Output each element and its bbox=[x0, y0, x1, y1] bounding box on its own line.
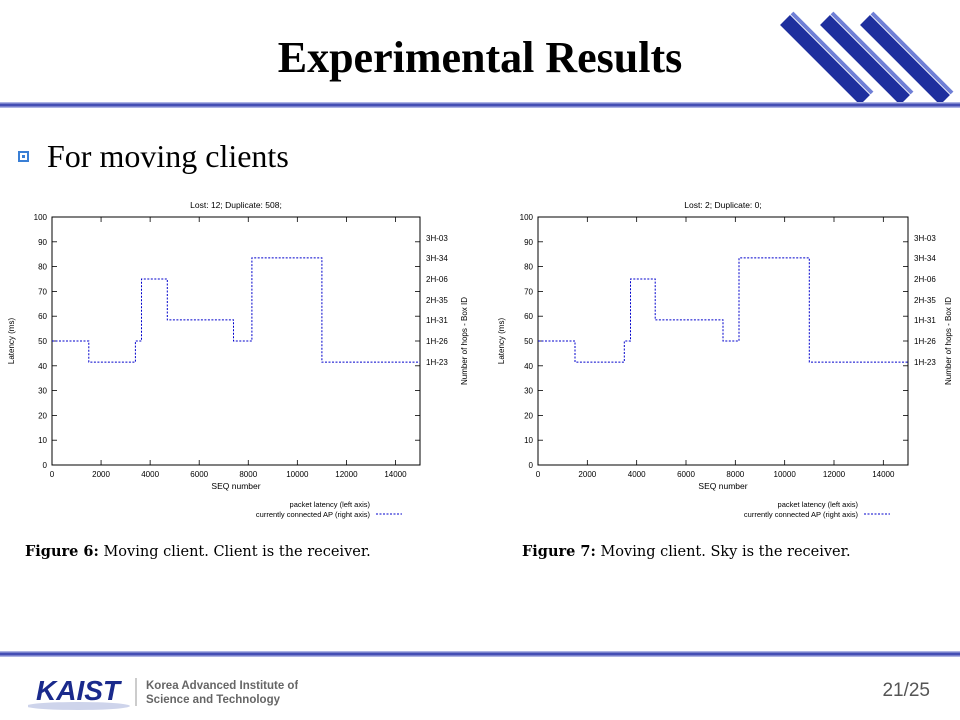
figure-6-caption: Figure 6: Moving client. Client is the r… bbox=[25, 543, 371, 560]
x-tick-label: 6000 bbox=[190, 470, 208, 479]
y2-tick-label: 3H-34 bbox=[426, 254, 448, 263]
figure-7-caption: Figure 7: Moving client. Sky is the rece… bbox=[522, 543, 851, 560]
y2-tick-label: 2H-06 bbox=[914, 275, 936, 284]
caption-text: Moving client. Client is the receiver. bbox=[103, 544, 371, 560]
y-tick-label: 40 bbox=[38, 362, 47, 371]
y-tick-label: 60 bbox=[38, 312, 47, 321]
y-tick-label: 50 bbox=[524, 337, 533, 346]
y-axis-label: Latency (ms) bbox=[7, 318, 16, 365]
y2-tick-label: 1H-26 bbox=[426, 337, 448, 346]
y2-tick-label: 1H-31 bbox=[914, 316, 936, 325]
y-tick-label: 0 bbox=[43, 461, 48, 470]
title-underline bbox=[0, 102, 960, 108]
x-axis-label: SEQ number bbox=[698, 481, 747, 491]
svg-text:Science and Technology: Science and Technology bbox=[146, 694, 281, 706]
y2-tick-label: 2H-35 bbox=[426, 296, 448, 305]
svg-text:Korea Advanced Institute of: Korea Advanced Institute of bbox=[146, 680, 298, 692]
y-tick-label: 10 bbox=[38, 436, 47, 445]
y2-tick-label: 3H-03 bbox=[426, 234, 448, 243]
legend-entry: currently connected AP (right axis) bbox=[256, 510, 371, 519]
x-axis-label: SEQ number bbox=[211, 481, 260, 491]
y2-tick-label: 1H-23 bbox=[914, 358, 936, 367]
legend-entry: packet latency (left axis) bbox=[290, 500, 371, 509]
x-tick-label: 0 bbox=[536, 470, 541, 479]
y-tick-label: 30 bbox=[524, 387, 533, 396]
slide-title: Experimental Results bbox=[277, 33, 683, 82]
x-tick-label: 6000 bbox=[677, 470, 695, 479]
y2-tick-label: 3H-03 bbox=[914, 234, 936, 243]
y-axis-label: Latency (ms) bbox=[497, 318, 506, 365]
svg-text:KAIST: KAIST bbox=[36, 675, 123, 706]
kaist-logo: KAIST Korea Advanced Institute of Scienc… bbox=[28, 675, 298, 710]
y-tick-label: 20 bbox=[38, 411, 47, 420]
page-number: 21/25 bbox=[882, 680, 930, 701]
series-line-ap bbox=[52, 257, 420, 363]
chart-title: Lost: 2; Duplicate: 0; bbox=[684, 200, 762, 210]
x-tick-label: 4000 bbox=[628, 470, 646, 479]
x-tick-label: 0 bbox=[50, 470, 55, 479]
y-tick-label: 40 bbox=[524, 362, 533, 371]
y-tick-label: 60 bbox=[524, 312, 533, 321]
y2-tick-label: 1H-23 bbox=[426, 358, 448, 367]
y-tick-label: 70 bbox=[524, 287, 533, 296]
chart-title: Lost: 12; Duplicate: 508; bbox=[190, 200, 282, 210]
x-tick-label: 8000 bbox=[726, 470, 744, 479]
x-tick-label: 10000 bbox=[286, 470, 309, 479]
y-tick-label: 90 bbox=[524, 238, 533, 247]
y-tick-label: 100 bbox=[34, 213, 48, 222]
y2-tick-label: 1H-31 bbox=[426, 316, 448, 325]
y-tick-label: 10 bbox=[524, 436, 533, 445]
x-tick-label: 14000 bbox=[872, 470, 895, 479]
caption-label: Figure 6: bbox=[25, 543, 99, 560]
bullet-item: For moving clients bbox=[18, 136, 289, 176]
x-tick-label: 12000 bbox=[823, 470, 846, 479]
figure-7-chart: Lost: 2; Duplicate: 0; 0 10 20 30 40 50 60 70 80 9… bbox=[497, 200, 953, 519]
bullet-square-icon bbox=[18, 150, 29, 162]
y-tick-label: 70 bbox=[38, 287, 47, 296]
y2-tick-label: 1H-26 bbox=[914, 337, 936, 346]
x-tick-label: 2000 bbox=[578, 470, 596, 479]
bullet-text: For moving clients bbox=[47, 137, 289, 174]
caption-text: Moving client. Sky is the receiver. bbox=[600, 544, 851, 560]
y-tick-label: 90 bbox=[38, 238, 47, 247]
legend-entry: packet latency (left axis) bbox=[778, 500, 859, 509]
y-tick-label: 20 bbox=[524, 411, 533, 420]
x-tick-label: 14000 bbox=[384, 470, 407, 479]
y-tick-label: 100 bbox=[520, 213, 534, 222]
y-tick-label: 0 bbox=[529, 461, 534, 470]
y2-tick-label: 2H-35 bbox=[914, 296, 936, 305]
footer-rule bbox=[0, 651, 960, 657]
y-tick-label: 50 bbox=[38, 337, 47, 346]
y-tick-label: 80 bbox=[38, 263, 47, 272]
y2-tick-label: 2H-06 bbox=[426, 275, 448, 284]
y-tick-label: 80 bbox=[524, 263, 533, 272]
decorative-stripes bbox=[780, 11, 954, 105]
y-tick-label: 30 bbox=[38, 387, 47, 396]
caption-label: Figure 7: bbox=[522, 543, 596, 560]
y2-tick-label: 3H-34 bbox=[914, 254, 936, 263]
figure-6-chart: Lost: 12; Duplicate: 508; 0 10 20 30 40 50 60 70… bbox=[7, 200, 469, 519]
series-line-ap bbox=[538, 257, 908, 363]
x-tick-label: 4000 bbox=[141, 470, 159, 479]
x-tick-label: 2000 bbox=[92, 470, 110, 479]
x-tick-label: 8000 bbox=[239, 470, 257, 479]
y2-axis-label: Number of hops - Box ID bbox=[460, 297, 469, 385]
legend-entry: currently connected AP (right axis) bbox=[744, 510, 859, 519]
y2-axis-label: Number of hops - Box ID bbox=[944, 297, 953, 385]
x-tick-label: 12000 bbox=[335, 470, 358, 479]
x-tick-label: 10000 bbox=[774, 470, 797, 479]
